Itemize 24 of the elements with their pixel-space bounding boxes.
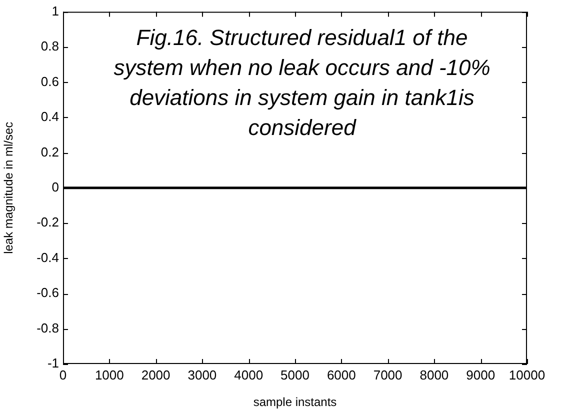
y-tick-label: -0.2 (36, 214, 59, 230)
y-tick-label: 0.6 (40, 74, 59, 89)
x-tick-label: 5000 (280, 367, 310, 382)
x-axis-title: sample instants (253, 395, 337, 410)
x-tick-label: 3000 (188, 367, 217, 382)
x-tick-label: 6000 (326, 367, 356, 382)
y-tick-label: -0.8 (36, 320, 59, 336)
y-tick-label: 0 (52, 179, 59, 194)
y-tick-label: -1 (47, 356, 59, 371)
y-tick-label: 0.4 (40, 109, 59, 124)
y-tick-label: 0.8 (40, 38, 59, 54)
x-tick-label: 4000 (234, 367, 264, 382)
x-tick-label: 1000 (94, 367, 124, 382)
x-tick-label: 2000 (141, 367, 170, 382)
y-axis-title: leak magnitude in ml/sec (2, 122, 16, 254)
y-tick-label: -0.4 (36, 250, 59, 265)
y-tick-label: 1 (52, 3, 59, 18)
x-tick-label: 7000 (373, 367, 402, 382)
y-tick-label: 0.2 (40, 144, 59, 160)
x-tick-label: 10000 (508, 367, 546, 382)
x-tick-label: 8000 (420, 367, 449, 382)
text: Fig.16. Structured residual1 of the system when no leak occurs and -10% deviations in system gain in tank1is considered (114, 24, 490, 140)
x-tick-label: 9000 (466, 367, 496, 382)
y-tick-label: -0.6 (36, 285, 59, 300)
